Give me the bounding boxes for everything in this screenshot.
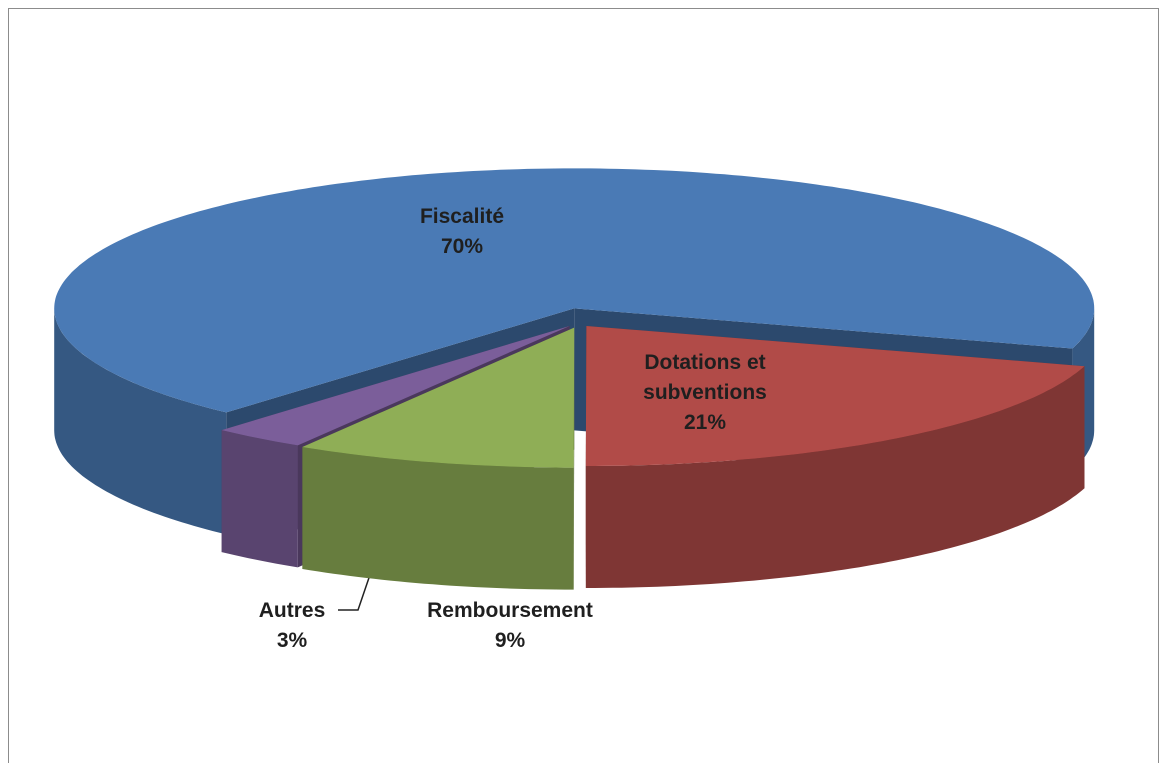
- data-label: Fiscalité 70%: [362, 202, 562, 262]
- value-label: 9%: [494, 629, 526, 652]
- slice: [302, 327, 575, 468]
- slice: [54, 168, 1095, 413]
- value-label: 21%: [683, 411, 727, 434]
- slice-wall: [54, 308, 227, 535]
- category-label: Autres: [258, 599, 326, 622]
- value-label: 70%: [440, 235, 484, 258]
- value-label: 3%: [276, 629, 308, 652]
- category-label: Remboursement: [427, 599, 593, 622]
- category-label: Fiscalité: [419, 205, 505, 228]
- data-label: Remboursement 9%: [395, 596, 625, 656]
- category-label: Dotations et subventions: [643, 351, 767, 404]
- data-label: Dotations et subventions 21%: [618, 348, 793, 438]
- data-label: Autres 3%: [232, 596, 352, 656]
- leader-line: [338, 565, 374, 611]
- slice-wall: [221, 430, 298, 568]
- slice-wall: [585, 366, 1085, 588]
- slice: [585, 326, 1085, 466]
- slice-wall: [302, 447, 574, 590]
- slice: [221, 326, 570, 446]
